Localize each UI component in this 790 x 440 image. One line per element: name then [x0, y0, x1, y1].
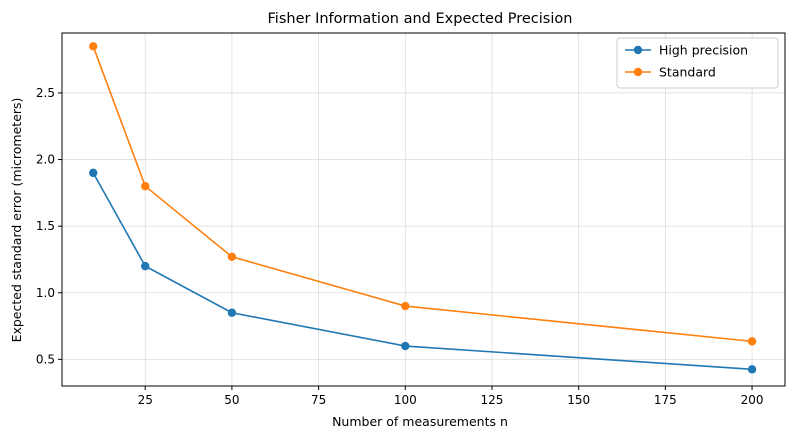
legend-item: High precision [625, 43, 748, 58]
x-tick-label: 125 [481, 393, 504, 407]
legend-marker [633, 67, 643, 77]
series-line [92, 46, 753, 343]
data-point [401, 341, 410, 351]
data-point [747, 365, 757, 374]
x-tick-label: 75 [311, 393, 326, 407]
data-point [747, 337, 757, 346]
y-tick-label: 0.5 [36, 352, 55, 366]
data-point [89, 168, 98, 178]
y-axis-label: Expected standard error (micrometers) [9, 98, 24, 343]
axes: 25 50 75 100 125 150 175 200 0.5 1.0 1.5 2.0 2.5 [36, 86, 764, 407]
legend-label: Standard [659, 65, 716, 80]
x-tick-label: 100 [394, 393, 417, 407]
x-tick-label: 25 [138, 393, 153, 407]
data-point [89, 42, 98, 51]
data-point [401, 301, 410, 311]
legend: High precision Standard [616, 37, 779, 89]
y-tick-label: 2.5 [36, 86, 55, 100]
legend-item: Standard [625, 65, 716, 80]
plot-frame [61, 32, 786, 387]
x-tick-label: 150 [567, 393, 590, 407]
legend-box [616, 37, 779, 89]
chart-title: Fisher Information and Expected Precisio… [268, 11, 573, 27]
series-line [92, 172, 753, 371]
x-axis-label: Number of measurements n [332, 414, 508, 429]
data-point [141, 181, 150, 191]
legend-marker [633, 45, 643, 55]
series-layer [89, 42, 757, 374]
x-tick-label: 200 [741, 393, 764, 407]
data-point [227, 308, 237, 317]
x-tick-label: 175 [654, 393, 677, 407]
y-tick-label: 2.0 [36, 153, 55, 167]
y-tick-label: 1.5 [36, 219, 55, 233]
y-tick-label: 1.0 [36, 286, 55, 300]
x-tick-label: 50 [224, 393, 239, 407]
legend-label: High precision [659, 43, 748, 58]
grid [62, 33, 785, 386]
series-standard [89, 42, 757, 346]
data-point [141, 261, 150, 271]
data-point [227, 252, 237, 261]
series-high-precision [89, 168, 757, 374]
